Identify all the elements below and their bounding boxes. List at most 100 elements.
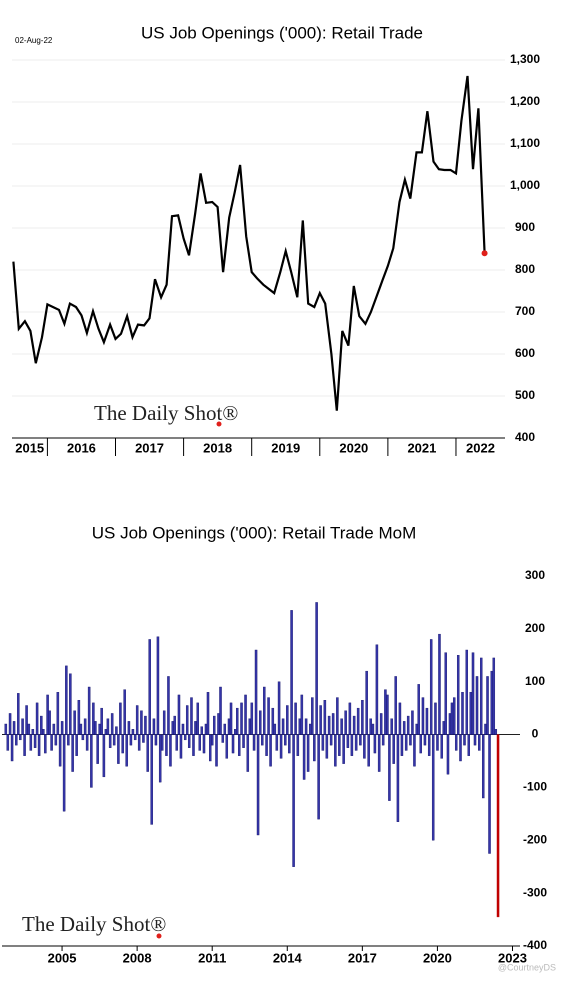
bar [112,734,116,746]
bar [346,734,350,748]
bar [35,702,39,735]
bar [117,734,120,764]
bar [309,723,312,735]
bar [465,649,468,735]
bar [173,715,176,735]
y-tick-label: 1,100 [510,136,540,150]
bar [171,721,174,735]
bar [217,713,220,735]
bar [284,734,287,746]
bar [60,721,64,735]
bar [482,734,485,799]
x-tick-label: 2014 [273,950,303,965]
bar [121,734,124,754]
bar [87,686,91,735]
date-label: 02-Aug-22 [15,36,53,45]
bar [354,734,358,751]
bar [388,734,391,801]
bar [417,684,420,735]
bar [194,721,197,735]
bar [490,670,494,735]
bar [396,734,400,822]
bar [119,702,122,735]
bar [90,734,93,788]
bar [254,649,258,735]
bar [21,718,24,735]
bar [142,734,145,743]
bar [187,734,191,748]
bar [165,734,168,756]
bar [225,734,229,759]
bar [100,707,103,735]
bar [150,734,153,825]
bar [317,734,320,820]
bar [106,718,110,735]
bar [133,734,137,741]
data-line [12,75,486,411]
bar [290,610,293,735]
bar [461,692,464,735]
bar [492,657,496,735]
bar [69,673,72,735]
bar [238,734,241,756]
bar [73,710,76,735]
x-tick-label: 2005 [48,950,77,965]
bar [4,723,8,735]
bar [160,734,164,751]
x-tick-label: 2023 [498,950,527,965]
bar [6,734,10,751]
bar [342,734,345,764]
bar [444,652,447,735]
bar [484,723,487,735]
bar [373,734,377,754]
bar [85,734,89,751]
watermark-dot [156,933,162,939]
bar [79,723,83,735]
y-tick-label: 200 [525,621,545,635]
bar [67,734,70,746]
bar [58,734,62,767]
bar [475,676,479,735]
bar [413,734,416,767]
bar [469,692,473,735]
bar [102,734,106,778]
bar [256,734,260,836]
bar [154,734,158,746]
x-tick-label: 2020 [423,950,452,965]
bar [50,734,53,751]
bar [431,734,435,841]
bar [478,734,481,751]
bar [386,694,389,735]
bar [292,734,295,867]
bar [181,723,185,735]
bar [381,734,385,746]
x-tick-label: 2018 [203,440,232,455]
bar [25,705,28,735]
bar [261,734,264,746]
bar [440,734,443,759]
bar [52,723,56,735]
bar [77,700,81,735]
y-tick-label: 400 [515,430,535,444]
bar [177,694,181,735]
watermark-dot [216,421,222,427]
bar [10,734,14,762]
bar [265,734,268,756]
bar [425,707,429,735]
bar [123,689,126,735]
bar [31,729,35,735]
bar [352,715,356,735]
bar [323,700,327,735]
bar [281,718,285,735]
bar [325,734,329,759]
bar [311,697,314,735]
bar [169,734,172,767]
bar [338,734,341,756]
bar [227,718,231,735]
bar [473,734,477,746]
bar [223,723,227,735]
x-tick-label: 2017 [348,950,377,965]
bar [350,734,354,756]
bar [167,676,170,735]
bar [104,729,108,735]
